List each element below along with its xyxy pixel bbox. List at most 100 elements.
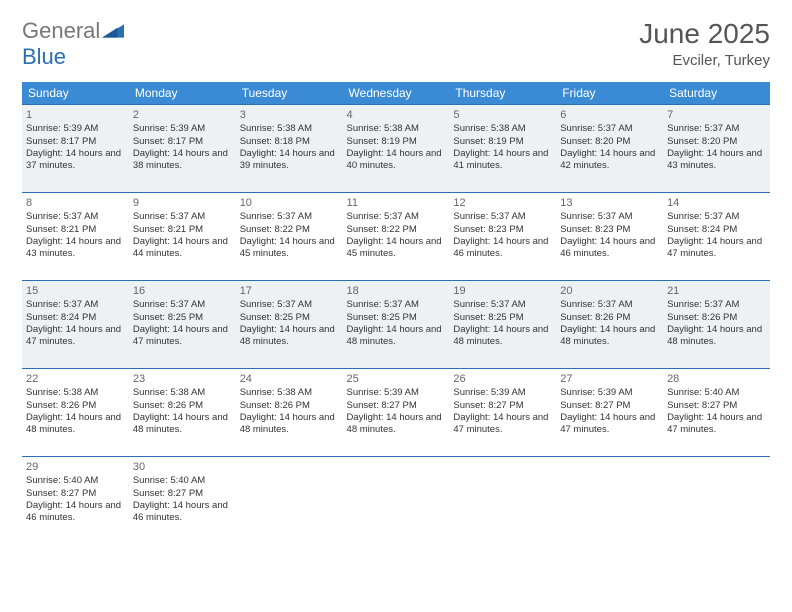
day-number: 25 [347,372,446,386]
day-number: 30 [133,460,232,474]
calendar-cell: 30Sunrise: 5:40 AMSunset: 8:27 PMDayligh… [129,457,236,545]
sunset-line: Sunset: 8:22 PM [347,224,446,236]
day-number: 22 [26,372,125,386]
calendar-cell: 17Sunrise: 5:37 AMSunset: 8:25 PMDayligh… [236,281,343,369]
day-number: 2 [133,108,232,122]
daylight-line: Daylight: 14 hours and 46 minutes. [560,236,659,261]
calendar-cell: 16Sunrise: 5:37 AMSunset: 8:25 PMDayligh… [129,281,236,369]
day-number: 14 [667,196,766,210]
calendar-cell: 9Sunrise: 5:37 AMSunset: 8:21 PMDaylight… [129,193,236,281]
daylight-line: Daylight: 14 hours and 48 minutes. [240,324,339,349]
calendar-cell-empty [236,457,343,545]
sunset-line: Sunset: 8:25 PM [453,312,552,324]
daylight-line: Daylight: 14 hours and 44 minutes. [133,236,232,261]
calendar-row: 22Sunrise: 5:38 AMSunset: 8:26 PMDayligh… [22,369,770,457]
calendar-row: 15Sunrise: 5:37 AMSunset: 8:24 PMDayligh… [22,281,770,369]
day-number: 11 [347,196,446,210]
calendar-cell: 21Sunrise: 5:37 AMSunset: 8:26 PMDayligh… [663,281,770,369]
sunrise-line: Sunrise: 5:39 AM [26,123,125,135]
sunrise-line: Sunrise: 5:40 AM [26,475,125,487]
calendar-cell: 4Sunrise: 5:38 AMSunset: 8:19 PMDaylight… [343,105,450,193]
sunset-line: Sunset: 8:24 PM [26,312,125,324]
sunrise-line: Sunrise: 5:37 AM [560,211,659,223]
day-number: 28 [667,372,766,386]
calendar-cell: 2Sunrise: 5:39 AMSunset: 8:17 PMDaylight… [129,105,236,193]
daylight-line: Daylight: 14 hours and 43 minutes. [26,236,125,261]
calendar-cell: 24Sunrise: 5:38 AMSunset: 8:26 PMDayligh… [236,369,343,457]
calendar-row: 29Sunrise: 5:40 AM Sunset: 8:27 PM Dayligh… [22,457,770,545]
sunrise-line: Sunrise: 5:37 AM [560,123,659,135]
calendar-cell: 27Sunrise: 5:39 AMSunset: 8:27 PMDayligh… [556,369,663,457]
sunset-line: Sunset: 8:21 PM [26,224,125,236]
daylight-line: Daylight: 14 hours and 47 minutes. [667,412,766,437]
sunset-line: Sunset: 8:27 PM [560,400,659,412]
day-number: 19 [453,284,552,298]
day-number: 18 [347,284,446,298]
day-number: 9 [133,196,232,210]
day-header: Tuesday [236,82,343,105]
daylight-line: Daylight: 14 hours and 47 minutes. [453,412,552,437]
day-number: 13 [560,196,659,210]
day-number: 23 [133,372,232,386]
day-number: 17 [240,284,339,298]
calendar-cell: 8Sunrise: 5:37 AMSunset: 8:21 PMDaylight… [22,193,129,281]
sunset-line: Sunset: 8:25 PM [240,312,339,324]
daylight-line: Daylight: 14 hours and 43 minutes. [667,148,766,173]
sunrise-line: Sunrise: 5:39 AM [560,387,659,399]
daylight-line: Daylight: 14 hours and 47 minutes. [560,412,659,437]
sunset-line: Sunset: 8:26 PM [560,312,659,324]
day-header: Monday [129,82,236,105]
calendar-body: 1Sunrise: 5:39 AMSunset: 8:17 PMDaylight… [22,105,770,545]
daylight-line: Daylight: 14 hours and 40 minutes. [347,148,446,173]
location-label: Evciler, Turkey [639,52,770,69]
day-number: 27 [560,372,659,386]
sunset-line: Sunset: 8:20 PM [667,136,766,148]
calendar-cell: 18Sunrise: 5:37 AMSunset: 8:25 PMDayligh… [343,281,450,369]
calendar-cell: 19Sunrise: 5:37 AMSunset: 8:25 PMDayligh… [449,281,556,369]
calendar-cell: 12Sunrise: 5:37 AMSunset: 8:23 PMDayligh… [449,193,556,281]
day-header: Thursday [449,82,556,105]
logo-word2: Blue [22,44,66,69]
daylight-line: Daylight: 14 hours and 41 minutes. [453,148,552,173]
calendar-cell: 6Sunrise: 5:37 AMSunset: 8:20 PMDaylight… [556,105,663,193]
triangle-icon [102,24,124,38]
daylight-line: Daylight: 14 hours and 37 minutes. [26,148,125,173]
daylight-line: Daylight: 14 hours and 46 minutes. [26,500,125,525]
sunset-line: Sunset: 8:23 PM [560,224,659,236]
calendar-cell: 14Sunrise: 5:37 AMSunset: 8:24 PMDayligh… [663,193,770,281]
day-header: Saturday [663,82,770,105]
calendar-row: 1Sunrise: 5:39 AMSunset: 8:17 PMDaylight… [22,105,770,193]
sunset-line: Sunset: 8:25 PM [133,312,232,324]
sunrise-line: Sunrise: 5:37 AM [347,211,446,223]
calendar-cell: 22Sunrise: 5:38 AMSunset: 8:26 PMDayligh… [22,369,129,457]
sunset-line: Sunset: 8:17 PM [133,136,232,148]
calendar-cell: 20Sunrise: 5:37 AMSunset: 8:26 PMDayligh… [556,281,663,369]
sunrise-line: Sunrise: 5:38 AM [347,123,446,135]
logo-text: General Blue [22,18,124,70]
page-title: June 2025 [639,18,770,50]
calendar-table: SundayMondayTuesdayWednesdayThursdayFrid… [22,82,770,545]
sunrise-line: Sunrise: 5:38 AM [133,387,232,399]
day-number: 15 [26,284,125,298]
sunset-line: Sunset: 8:26 PM [26,400,125,412]
daylight-line: Daylight: 14 hours and 48 minutes. [453,324,552,349]
day-number: 21 [667,284,766,298]
sunrise-line: Sunrise: 5:37 AM [133,211,232,223]
sunset-line: Sunset: 8:19 PM [347,136,446,148]
day-number: 4 [347,108,446,122]
daylight-line: Daylight: 14 hours and 48 minutes. [26,412,125,437]
sunset-line: Sunset: 8:18 PM [240,136,339,148]
sunrise-line: Sunrise: 5:38 AM [240,123,339,135]
day-number: 16 [133,284,232,298]
sunrise-line: Sunrise: 5:38 AM [26,387,125,399]
calendar-cell-empty [343,457,450,545]
day-number: 29 [26,460,125,474]
daylight-line: Daylight: 14 hours and 48 minutes. [133,412,232,437]
calendar-cell: 23Sunrise: 5:38 AMSunset: 8:26 PMDayligh… [129,369,236,457]
calendar-row: 8Sunrise: 5:37 AMSunset: 8:21 PMDaylight… [22,193,770,281]
calendar-cell: 28Sunrise: 5:40 AMSunset: 8:27 PMDayligh… [663,369,770,457]
sunset-line: Sunset: 8:27 PM [133,488,232,500]
logo: General Blue [22,18,124,70]
sunset-line: Sunset: 8:24 PM [667,224,766,236]
sunrise-line: Sunrise: 5:37 AM [240,211,339,223]
